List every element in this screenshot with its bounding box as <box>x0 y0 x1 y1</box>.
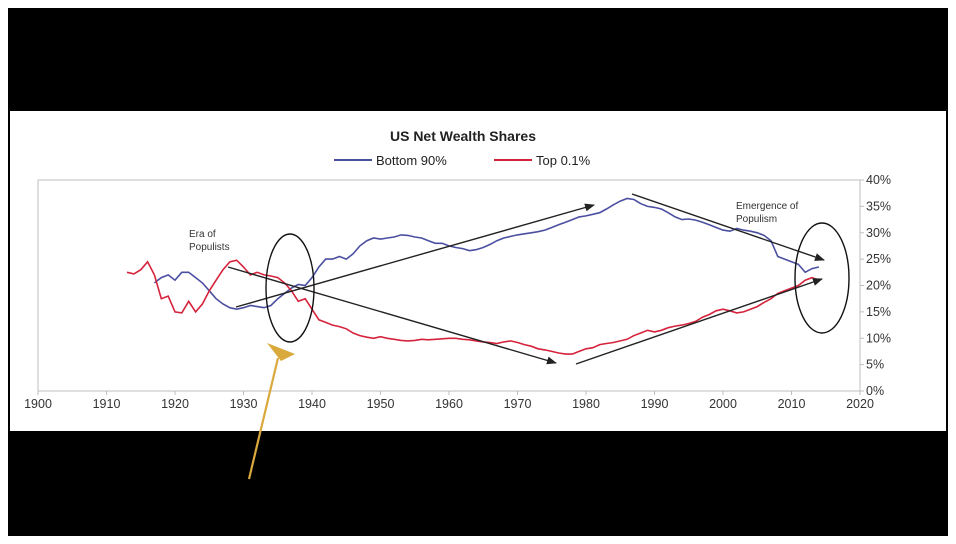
x-tick-label: 2020 <box>846 397 874 411</box>
legend-label-top-0-1: Top 0.1% <box>536 153 591 168</box>
x-tick-label: 2010 <box>778 397 806 411</box>
annotation-arrows <box>227 193 825 365</box>
x-tick-label: 1910 <box>93 397 121 411</box>
chart-title: US Net Wealth Shares <box>390 128 536 144</box>
wealth-shares-chart: US Net Wealth Shares Bottom 90% Top 0.1%… <box>24 128 891 411</box>
legend: Bottom 90% Top 0.1% <box>334 153 591 168</box>
y-tick-label: 5% <box>866 358 884 372</box>
annotation-era-line1: Era of <box>189 229 216 240</box>
circle-1940s <box>265 233 315 343</box>
highlight-circles <box>265 222 850 343</box>
annotation-era-line2: Populists <box>189 242 230 253</box>
y-tick-label: 35% <box>866 199 891 213</box>
x-tick-label: 1980 <box>572 397 600 411</box>
y-tick-label: 20% <box>866 279 891 293</box>
series-line-top-0-1 <box>126 259 820 355</box>
x-tick-label: 1930 <box>230 397 258 411</box>
y-axis: 0% 5% 10% 15% 20% 25% 30% 35% 40% <box>860 173 891 398</box>
x-tick-label: 1960 <box>435 397 463 411</box>
y-tick-label: 10% <box>866 331 891 345</box>
legend-label-bottom-90: Bottom 90% <box>376 153 447 168</box>
y-tick-label: 30% <box>866 226 891 240</box>
annotation-emergence-line2: Populism <box>736 214 777 225</box>
x-tick-label: 1900 <box>24 397 52 411</box>
y-tick-label: 0% <box>866 384 884 398</box>
y-tick-label: 25% <box>866 252 891 266</box>
arrow-top01-rise <box>575 278 823 365</box>
x-axis: 1900 1910 1920 1930 1940 1950 1960 1970 1980 1990… <box>24 391 874 411</box>
annotation-emergence-line1: Emergence of <box>736 201 798 212</box>
arrow-bottom90-rise <box>235 203 595 308</box>
x-tick-label: 1940 <box>298 397 326 411</box>
chart-panel: US Net Wealth Shares Bottom 90% Top 0.1%… <box>10 111 946 431</box>
x-tick-label: 1970 <box>504 397 532 411</box>
annotation-emergence-of-populism: Emergence of Populism <box>736 201 801 225</box>
x-tick-label: 1950 <box>367 397 395 411</box>
x-tick-label: 2000 <box>709 397 737 411</box>
annotation-era-of-populists: Era of Populists <box>189 229 230 253</box>
x-tick-label: 1990 <box>641 397 669 411</box>
arrow-bottom90-fall <box>631 193 825 261</box>
arrow-top01-fall <box>227 266 557 365</box>
series-line-bottom-90 <box>153 197 820 311</box>
circle-2010s <box>794 222 850 334</box>
x-tick-label: 1920 <box>161 397 189 411</box>
y-tick-label: 40% <box>866 173 891 187</box>
y-tick-label: 15% <box>866 305 891 319</box>
